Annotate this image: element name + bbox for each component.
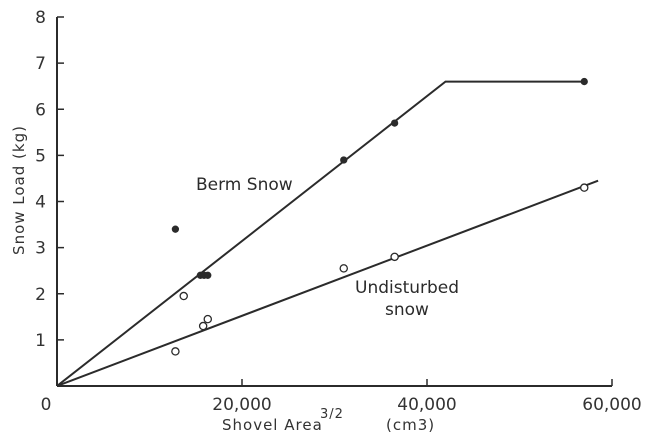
y-tick-label: 3 <box>35 239 46 259</box>
x-tick-label: 20,000 <box>212 395 271 415</box>
data-point-undisturbed-snow <box>580 183 589 192</box>
data-point-berm-snow <box>204 271 212 279</box>
y-tick-label: 5 <box>35 146 46 166</box>
axes <box>56 16 613 387</box>
y-tick-label: 7 <box>35 54 46 74</box>
y-tick-label: 4 <box>35 193 46 213</box>
x-axis-label-text: Shovel Area <box>222 416 323 434</box>
fit-line-series-1 <box>56 179 599 387</box>
y-tick-label: 2 <box>35 285 46 305</box>
tick-labels: 1 2 3 4 5 6 7 8 0 20,000 40,000 60,000 <box>35 8 642 415</box>
x-tick-label: 60,000 <box>582 395 641 415</box>
data-point-undisturbed-snow <box>198 321 208 331</box>
x-axis-label-unit: (cm3) <box>386 416 435 434</box>
data-point-berm-snow <box>171 225 180 233</box>
x-axis-label: Shovel Area 3/2 (cm3) <box>222 407 435 434</box>
annotation-berm-snow: Berm Snow <box>196 175 293 195</box>
x-axis-label-exponent: 3/2 <box>320 407 344 422</box>
y-tick-label: 8 <box>35 8 46 28</box>
data-point-undisturbed-snow <box>390 252 399 262</box>
data-point-undisturbed-snow <box>179 291 188 301</box>
x-tick-label: 0 <box>41 395 52 415</box>
data-point-undisturbed-snow <box>171 347 180 356</box>
data-point-berm-snow <box>390 119 399 127</box>
x-tick-label: 40,000 <box>397 395 456 415</box>
fit-lines <box>56 80 599 387</box>
y-tick-label: 6 <box>35 100 46 120</box>
y-tick-label: 1 <box>35 331 46 351</box>
y-axis-label: Snow Load (kg) <box>10 125 28 255</box>
data-point-undisturbed-snow <box>203 314 213 324</box>
fit-line-series-0 <box>56 80 585 387</box>
data-point-berm-snow <box>580 77 588 86</box>
data-points <box>171 77 589 356</box>
annotation-snow: snow <box>385 300 429 320</box>
annotation-undisturbed: Undisturbed <box>355 278 459 298</box>
data-point-berm-snow <box>340 156 348 164</box>
data-point-undisturbed-snow <box>339 264 348 273</box>
